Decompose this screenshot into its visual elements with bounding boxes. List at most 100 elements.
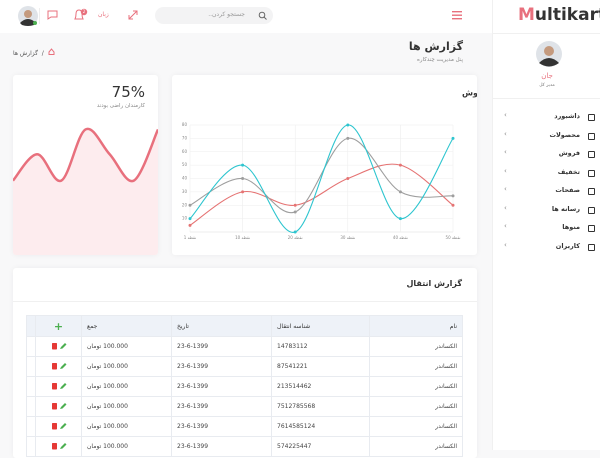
page-title: گزارش ها bbox=[408, 40, 463, 53]
table-cell: 14783112 bbox=[271, 336, 370, 357]
menu-item[interactable]: محصولات bbox=[549, 130, 580, 139]
table-cell: 100.000 تومان bbox=[81, 376, 172, 397]
table-cell: 100.000 تومان bbox=[81, 336, 172, 357]
menu-item[interactable]: داشبورد bbox=[554, 112, 580, 120]
stat-value: 75% bbox=[111, 83, 145, 101]
menu-icon bbox=[588, 114, 595, 121]
y-tick-label: 80 bbox=[182, 122, 188, 127]
delete-icon[interactable] bbox=[51, 342, 57, 350]
menu-item[interactable]: تخفیف bbox=[557, 167, 580, 176]
y-tick-label: 40 bbox=[182, 176, 188, 181]
menu-item[interactable]: صفحات bbox=[555, 186, 580, 194]
spacer-cell bbox=[26, 356, 36, 377]
chat-icon[interactable] bbox=[47, 10, 58, 20]
series-point bbox=[293, 230, 297, 234]
delete-icon[interactable] bbox=[51, 362, 57, 370]
menu-icon bbox=[588, 169, 595, 177]
user-avatar[interactable] bbox=[17, 5, 39, 27]
table-cell: 23-6-1399 bbox=[171, 336, 272, 357]
row-actions bbox=[51, 342, 67, 350]
edit-icon[interactable] bbox=[59, 382, 67, 389]
x-tick-label: نقطه 30 bbox=[340, 235, 355, 240]
logo[interactable]: Multikart bbox=[518, 5, 600, 25]
spacer-cell bbox=[26, 396, 36, 417]
delete-icon[interactable] bbox=[51, 402, 57, 410]
breadcrumb-current: گزارش ها bbox=[13, 50, 38, 57]
menu-icon bbox=[588, 188, 595, 195]
profile-avatar bbox=[536, 41, 562, 67]
table-row: الکساندر 14783112 23-6-1399 100.000 تومان bbox=[26, 336, 463, 357]
series-point bbox=[188, 217, 192, 221]
table-cell: الکساندر bbox=[369, 436, 463, 457]
series-point bbox=[451, 203, 455, 207]
search-icon bbox=[258, 11, 267, 20]
transfer-table: نام شناسه انتقال تاریخ جمع + الکساندر 1478311… bbox=[26, 315, 463, 457]
table-cell: 100.000 تومان bbox=[81, 356, 172, 377]
stat-caption: کارمندان راضی بودند bbox=[96, 103, 145, 109]
edit-icon[interactable] bbox=[59, 362, 67, 369]
edit-icon[interactable] bbox=[59, 402, 67, 409]
add-column[interactable]: + bbox=[35, 315, 82, 337]
row-actions bbox=[51, 442, 67, 450]
menu-chevron: ‹ bbox=[504, 129, 507, 138]
menu-chevron: ‹ bbox=[504, 240, 507, 249]
action-cell bbox=[35, 336, 82, 357]
table-cell: 23-6-1399 bbox=[171, 436, 272, 457]
table-title: گزارش انتقال bbox=[406, 279, 462, 288]
column-header: جمع bbox=[81, 315, 172, 337]
menu-icon bbox=[588, 206, 595, 214]
column-header: نام bbox=[369, 315, 463, 337]
series-point bbox=[241, 190, 245, 194]
table-row: الکساندر 213514462 23-6-1399 100.000 تومان bbox=[26, 376, 463, 397]
header: جستجو کردن.. 2 زبان bbox=[0, 0, 492, 33]
action-cell bbox=[35, 416, 82, 437]
edit-icon[interactable] bbox=[59, 442, 67, 449]
sidebar: Multikart جان مدیر کل داشبورد ‹ محصولات ‹ فر… bbox=[492, 0, 600, 450]
series-point bbox=[398, 190, 402, 194]
delete-icon[interactable] bbox=[51, 382, 57, 390]
spacer-cell bbox=[26, 376, 36, 397]
series-point bbox=[346, 123, 350, 127]
edit-icon[interactable] bbox=[59, 422, 67, 429]
menu-item[interactable]: رسانه ها bbox=[551, 204, 580, 213]
table-cell: 100.000 تومان bbox=[81, 396, 172, 417]
page-subtitle: پنل مدیریت چندکاره bbox=[417, 57, 463, 63]
column-header: تاریخ bbox=[171, 315, 272, 337]
action-cell bbox=[35, 396, 82, 417]
x-tick-label: نقطه 1 bbox=[184, 235, 196, 240]
y-tick-label: 30 bbox=[182, 189, 188, 194]
breadcrumb: گزارش ها / bbox=[13, 48, 55, 57]
delete-icon[interactable] bbox=[51, 442, 57, 450]
area-chart bbox=[13, 127, 158, 255]
table-cell: الکساندر bbox=[369, 356, 463, 377]
row-actions bbox=[51, 382, 67, 390]
search-box[interactable]: جستجو کردن.. bbox=[155, 7, 273, 24]
y-tick-label: 50 bbox=[182, 162, 188, 167]
table-cell: 23-6-1399 bbox=[171, 416, 272, 437]
menu-icon bbox=[588, 132, 595, 140]
table-card: گزارش انتقال نام شناسه انتقال تاریخ جمع + ال… bbox=[13, 268, 477, 458]
menu-item[interactable]: منوها bbox=[562, 223, 580, 231]
table-cell: 23-6-1399 bbox=[171, 356, 272, 377]
series-point bbox=[346, 177, 350, 180]
edit-icon[interactable] bbox=[59, 342, 67, 349]
menu-item[interactable]: کاربران bbox=[555, 241, 580, 250]
action-cell bbox=[35, 436, 82, 457]
language-switch[interactable]: زبان bbox=[98, 11, 109, 18]
menu-chevron: ‹ bbox=[504, 166, 507, 175]
table-row: الکساندر 87541221 23-6-1399 100.000 تومان bbox=[26, 356, 463, 377]
menu-chevron: ‹ bbox=[504, 222, 507, 230]
delete-icon[interactable] bbox=[51, 422, 57, 430]
menu-item[interactable]: فروش bbox=[558, 149, 580, 157]
x-tick-label: نقطه 40 bbox=[393, 235, 408, 240]
table-cell: 7512785568 bbox=[271, 396, 370, 417]
y-tick-label: 10 bbox=[182, 216, 188, 221]
spacer-cell bbox=[26, 315, 36, 337]
fullscreen-icon[interactable] bbox=[128, 10, 138, 20]
menu-toggle[interactable] bbox=[452, 11, 463, 20]
table-cell: 23-6-1399 bbox=[171, 396, 272, 417]
search-placeholder: جستجو کردن.. bbox=[208, 11, 245, 18]
row-actions bbox=[51, 362, 67, 370]
notification-icon[interactable] bbox=[73, 8, 89, 22]
home-icon[interactable] bbox=[48, 48, 55, 55]
